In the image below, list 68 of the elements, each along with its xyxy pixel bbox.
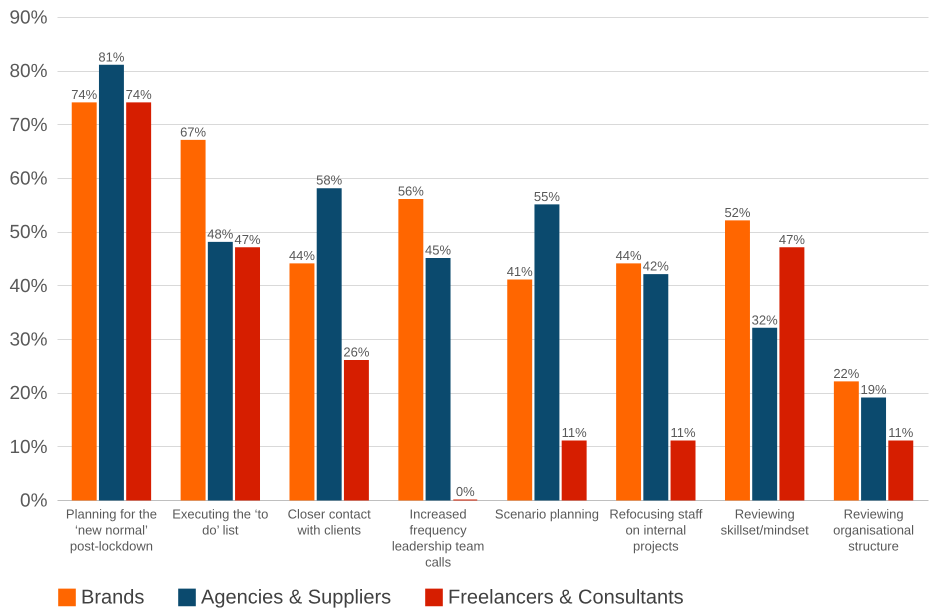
data-label: 11% bbox=[888, 424, 914, 440]
data-label: 32% bbox=[752, 312, 778, 328]
bar bbox=[616, 263, 642, 500]
bar bbox=[861, 398, 886, 500]
bar bbox=[534, 204, 560, 500]
y-tick-label: 50% bbox=[9, 222, 48, 244]
y-tick-label: 60% bbox=[9, 168, 48, 190]
bar bbox=[426, 258, 451, 500]
bar bbox=[562, 440, 587, 500]
x-tick-label: Reviewing skillset/mindset bbox=[720, 506, 810, 538]
bar bbox=[779, 247, 804, 500]
x-tick-label: Increased frequency leadership team calls bbox=[392, 506, 484, 570]
bar bbox=[643, 274, 668, 500]
y-tick-label: 40% bbox=[9, 276, 48, 297]
bar bbox=[72, 102, 97, 500]
y-tick-label: 0% bbox=[20, 490, 48, 512]
data-label: 48% bbox=[207, 226, 234, 242]
data-label: 47% bbox=[234, 232, 261, 247]
data-label: 52% bbox=[724, 204, 751, 220]
bar bbox=[316, 188, 342, 500]
y-tick-label: 80% bbox=[9, 61, 48, 82]
bar bbox=[724, 220, 750, 500]
data-label: 42% bbox=[642, 258, 670, 274]
bar bbox=[507, 279, 532, 500]
data-label: 74% bbox=[71, 86, 98, 102]
y-tick-label: 70% bbox=[9, 114, 48, 136]
bar bbox=[289, 263, 314, 500]
data-label: 19% bbox=[860, 382, 888, 398]
data-label: 47% bbox=[778, 232, 806, 247]
data-label: 0% bbox=[456, 484, 476, 499]
x-tick-label: Reviewing organisational structure bbox=[833, 506, 914, 554]
x-tick-label: Scenario planning bbox=[494, 506, 599, 522]
bar bbox=[670, 440, 696, 500]
data-label: 26% bbox=[343, 344, 370, 360]
bar bbox=[834, 381, 859, 500]
data-label: 45% bbox=[425, 242, 452, 258]
data-label: 11% bbox=[562, 424, 588, 440]
data-label: 11% bbox=[670, 424, 696, 440]
data-label: 67% bbox=[180, 124, 207, 140]
bar bbox=[98, 64, 124, 500]
legend-label: Agencies & Suppliers bbox=[201, 586, 392, 608]
data-label: 44% bbox=[288, 248, 316, 263]
data-label: 22% bbox=[833, 366, 860, 381]
legend-label: Freelancers & Consultants bbox=[448, 586, 684, 608]
x-tick-label: Planning for the ‘new normal’ post-lockdown bbox=[66, 506, 157, 554]
bar bbox=[180, 140, 206, 500]
data-label: 44% bbox=[616, 248, 642, 263]
data-label: 74% bbox=[126, 86, 152, 102]
data-label: 55% bbox=[534, 188, 560, 204]
bar bbox=[235, 247, 260, 500]
legend-label: Brands bbox=[81, 586, 144, 608]
y-tick-label: 90% bbox=[9, 8, 48, 28]
y-tick-label: 20% bbox=[9, 383, 48, 404]
data-label: 41% bbox=[506, 264, 534, 279]
bar bbox=[208, 242, 233, 500]
data-label: 56% bbox=[398, 183, 424, 198]
x-tick-label: Refocusing staff on internal projects bbox=[609, 506, 703, 554]
bar bbox=[398, 198, 424, 500]
y-tick-label: 10% bbox=[9, 436, 48, 458]
bar bbox=[344, 360, 369, 500]
y-tick-label: 30% bbox=[9, 330, 48, 350]
data-label: 58% bbox=[316, 172, 343, 188]
bar bbox=[126, 102, 152, 500]
x-tick-label: Executing the ‘to do’ list bbox=[172, 506, 268, 538]
bar bbox=[888, 440, 914, 500]
data-label: 81% bbox=[98, 49, 125, 64]
x-tick-label: Closer contact with clients bbox=[288, 506, 372, 538]
bar bbox=[752, 328, 778, 500]
